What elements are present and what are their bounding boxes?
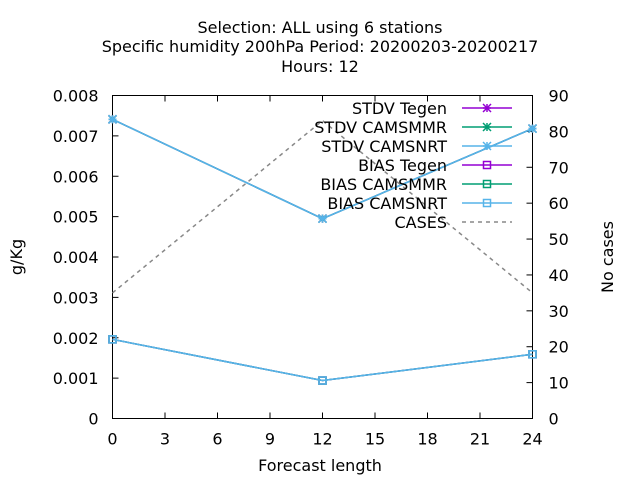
series-line-5 bbox=[112, 338, 533, 382]
x-tick-label: 0 bbox=[107, 430, 117, 449]
series-line-4 bbox=[112, 338, 533, 382]
series-point-5 bbox=[528, 350, 537, 359]
legend-marker bbox=[482, 179, 492, 189]
y-tick-label: 0.005 bbox=[53, 208, 99, 227]
y-tick-label: 0.008 bbox=[53, 87, 99, 106]
series-point-2 bbox=[107, 114, 118, 124]
legend-label: BIAS CAMSNRT bbox=[327, 194, 447, 213]
y2-tick-labels: 0 10 20 30 40 50 60 70 80 90 bbox=[549, 87, 569, 429]
legend-marker bbox=[482, 141, 492, 151]
x-tick-label: 6 bbox=[212, 430, 222, 449]
y-axis-label: g/Kg bbox=[7, 239, 26, 275]
y2-tick-label: 60 bbox=[549, 194, 569, 213]
chart-title-line1: Selection: ALL using 6 stations bbox=[197, 18, 442, 37]
y-tick-labels: 0 0.001 0.002 0.003 0.004 0.005 0.006 0.007 0.00… bbox=[53, 87, 99, 429]
axis-ticks bbox=[112, 95, 533, 419]
x-tick-labels: 0 3 6 9 12 15 18 21 24 bbox=[107, 430, 542, 449]
series-line-6 bbox=[112, 119, 533, 294]
x-tick-label: 24 bbox=[522, 430, 542, 449]
x-axis-label: Forecast length bbox=[258, 456, 382, 475]
y2-tick-label: 30 bbox=[549, 302, 569, 321]
y2-tick-label: 90 bbox=[549, 87, 569, 106]
y-tick-label: 0.006 bbox=[53, 167, 99, 186]
chart-title-line3: Hours: 12 bbox=[281, 57, 359, 76]
y-tick-label: 0.003 bbox=[53, 288, 99, 307]
y-tick-label: 0.002 bbox=[53, 329, 99, 348]
legend-label: STDV CAMSNRT bbox=[321, 137, 447, 156]
y2-tick-label: 70 bbox=[549, 158, 569, 177]
chart-title-line2: Specific humidity 200hPa Period: 2020020… bbox=[102, 37, 539, 56]
x-tick-label: 18 bbox=[417, 430, 437, 449]
x-tick-label: 15 bbox=[365, 430, 385, 449]
legend-marker bbox=[482, 160, 492, 170]
x-tick-label: 12 bbox=[312, 430, 332, 449]
data-series bbox=[107, 114, 538, 385]
y2-tick-label: 20 bbox=[549, 338, 569, 357]
legend-label: CASES bbox=[394, 213, 447, 232]
legend-label: BIAS CAMSMMR bbox=[320, 175, 447, 194]
legend-label: STDV CAMSMMR bbox=[314, 118, 447, 137]
legend-marker bbox=[482, 122, 492, 132]
y-tick-label: 0.001 bbox=[53, 369, 99, 388]
legend-label: BIAS Tegen bbox=[358, 156, 447, 175]
series-point-5 bbox=[108, 335, 117, 344]
series-point-2 bbox=[527, 124, 538, 134]
legend-marker bbox=[482, 103, 492, 113]
series-point-2 bbox=[317, 214, 328, 224]
legend-label: STDV Tegen bbox=[352, 99, 447, 118]
series-point-5 bbox=[318, 376, 327, 385]
y-tick-label: 0 bbox=[88, 410, 98, 429]
series-line-3 bbox=[112, 338, 533, 382]
x-tick-label: 9 bbox=[265, 430, 275, 449]
y2-tick-label: 0 bbox=[549, 410, 559, 429]
y2-tick-label: 40 bbox=[549, 266, 569, 285]
y2-tick-label: 80 bbox=[549, 122, 569, 141]
y-tick-label: 0.004 bbox=[53, 248, 99, 267]
legend-marker bbox=[482, 198, 492, 208]
x-tick-label: 21 bbox=[470, 430, 490, 449]
y-tick-label: 0.007 bbox=[53, 127, 99, 146]
y2-tick-label: 50 bbox=[549, 230, 569, 249]
y2-axis-label: No cases bbox=[598, 221, 617, 293]
y2-tick-label: 10 bbox=[549, 374, 569, 393]
x-tick-label: 3 bbox=[160, 430, 170, 449]
